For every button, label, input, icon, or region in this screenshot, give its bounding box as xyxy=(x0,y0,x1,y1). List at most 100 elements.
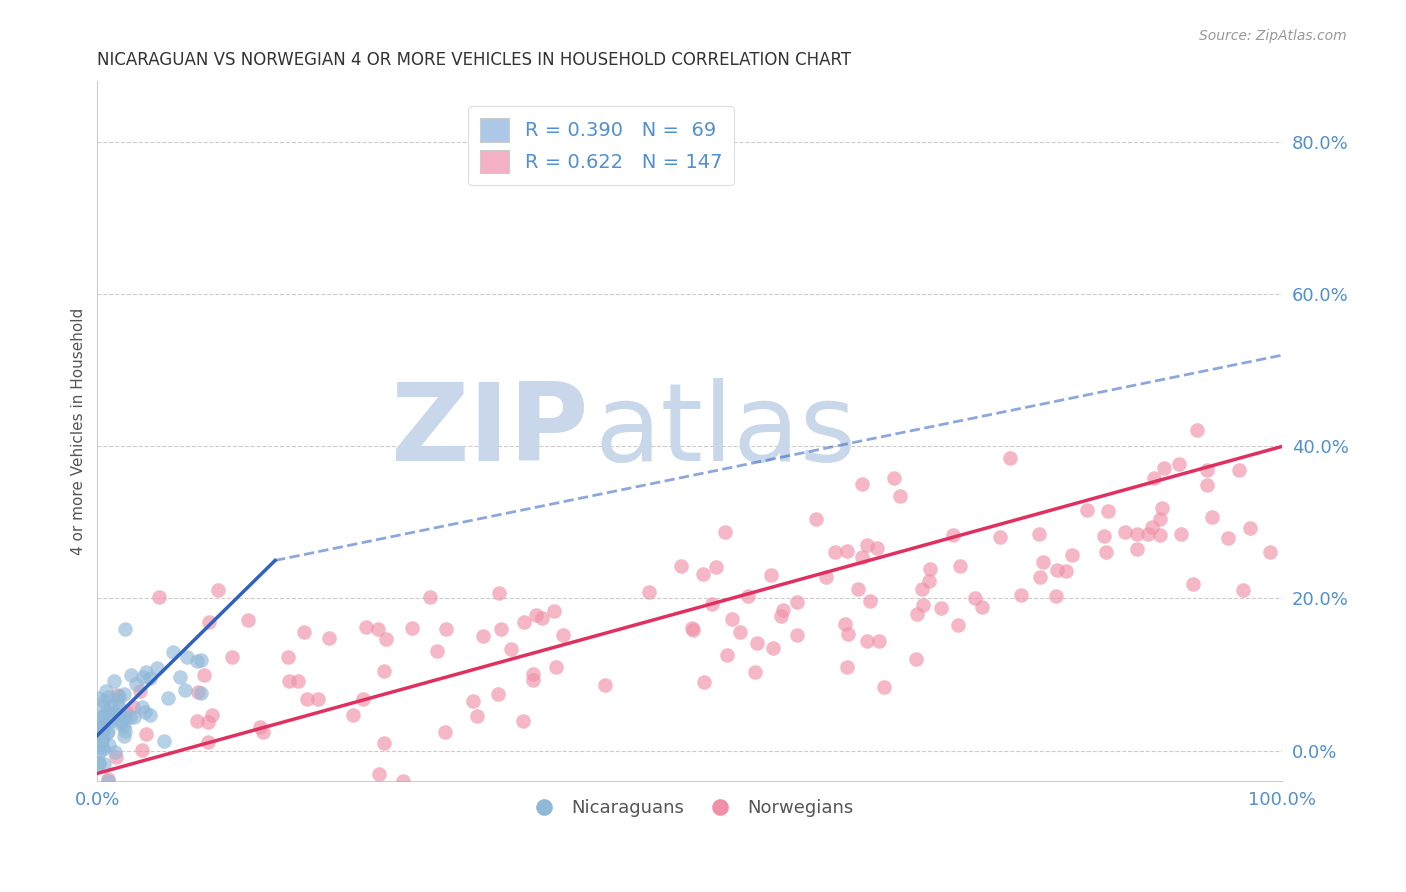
Point xyxy=(531,611,554,625)
Point xyxy=(1149,528,1171,542)
Point xyxy=(373,664,395,678)
Point xyxy=(918,561,941,575)
Point xyxy=(638,585,661,599)
Point xyxy=(197,715,219,730)
Point xyxy=(91,742,114,756)
Point xyxy=(375,632,398,647)
Point xyxy=(87,756,110,770)
Point xyxy=(146,661,169,675)
Point xyxy=(912,599,935,613)
Point xyxy=(1150,501,1173,516)
Point xyxy=(1232,582,1254,597)
Point xyxy=(110,717,132,731)
Point xyxy=(93,723,115,738)
Point xyxy=(513,615,536,630)
Point xyxy=(91,723,114,737)
Point xyxy=(91,732,114,747)
Point xyxy=(1028,527,1050,541)
Point xyxy=(97,724,120,739)
Point xyxy=(737,589,759,603)
Point xyxy=(112,719,135,733)
Point xyxy=(318,631,340,645)
Point xyxy=(97,707,120,722)
Point xyxy=(1201,510,1223,524)
Text: ZIP: ZIP xyxy=(391,378,589,484)
Point xyxy=(501,642,523,657)
Point xyxy=(392,774,415,789)
Point xyxy=(104,745,127,759)
Point xyxy=(87,725,110,739)
Point xyxy=(91,698,114,713)
Point xyxy=(1153,461,1175,475)
Point xyxy=(1182,576,1205,591)
Point xyxy=(461,694,484,708)
Text: Source: ZipAtlas.com: Source: ZipAtlas.com xyxy=(1199,29,1347,43)
Point xyxy=(368,767,391,781)
Point xyxy=(1197,463,1219,477)
Point xyxy=(401,621,423,635)
Point xyxy=(135,665,157,680)
Point xyxy=(846,582,869,596)
Point xyxy=(704,560,727,574)
Point xyxy=(522,667,544,681)
Point xyxy=(1095,545,1118,559)
Point xyxy=(911,582,934,596)
Point xyxy=(277,673,299,688)
Point xyxy=(207,583,229,598)
Point xyxy=(132,670,155,684)
Point xyxy=(105,688,128,702)
Point xyxy=(201,708,224,723)
Point xyxy=(153,733,176,747)
Point xyxy=(90,725,112,739)
Point xyxy=(103,706,125,721)
Point xyxy=(929,601,952,615)
Point xyxy=(471,629,494,643)
Point xyxy=(96,703,118,717)
Point xyxy=(426,643,449,657)
Point xyxy=(692,567,714,582)
Point xyxy=(1045,589,1067,603)
Point xyxy=(769,609,792,624)
Point xyxy=(524,608,547,623)
Point xyxy=(93,718,115,732)
Point xyxy=(772,603,794,617)
Point xyxy=(93,709,115,723)
Point xyxy=(93,757,115,772)
Point xyxy=(89,710,111,724)
Point xyxy=(112,687,135,701)
Point xyxy=(89,710,111,724)
Point xyxy=(148,591,170,605)
Point xyxy=(762,641,785,656)
Point xyxy=(108,689,131,703)
Point xyxy=(100,713,122,727)
Point xyxy=(193,668,215,682)
Point xyxy=(367,622,389,636)
Point xyxy=(176,650,198,665)
Point xyxy=(1076,503,1098,517)
Point xyxy=(252,725,274,739)
Point xyxy=(104,749,127,764)
Point xyxy=(553,628,575,642)
Point xyxy=(872,680,894,694)
Point xyxy=(292,624,315,639)
Point xyxy=(103,674,125,689)
Point xyxy=(946,618,969,632)
Point xyxy=(1010,589,1032,603)
Point xyxy=(190,653,212,667)
Point xyxy=(486,687,509,701)
Point xyxy=(700,597,723,611)
Point xyxy=(122,700,145,714)
Point xyxy=(122,710,145,724)
Point xyxy=(97,774,120,789)
Point xyxy=(851,477,873,491)
Point xyxy=(419,590,441,604)
Point xyxy=(1168,457,1191,471)
Point xyxy=(837,627,859,641)
Point xyxy=(970,599,993,614)
Point xyxy=(107,708,129,723)
Point xyxy=(721,612,744,626)
Point xyxy=(87,690,110,705)
Point xyxy=(905,607,928,621)
Legend: Nicaraguans, Norwegians: Nicaraguans, Norwegians xyxy=(519,792,860,824)
Point xyxy=(96,725,118,739)
